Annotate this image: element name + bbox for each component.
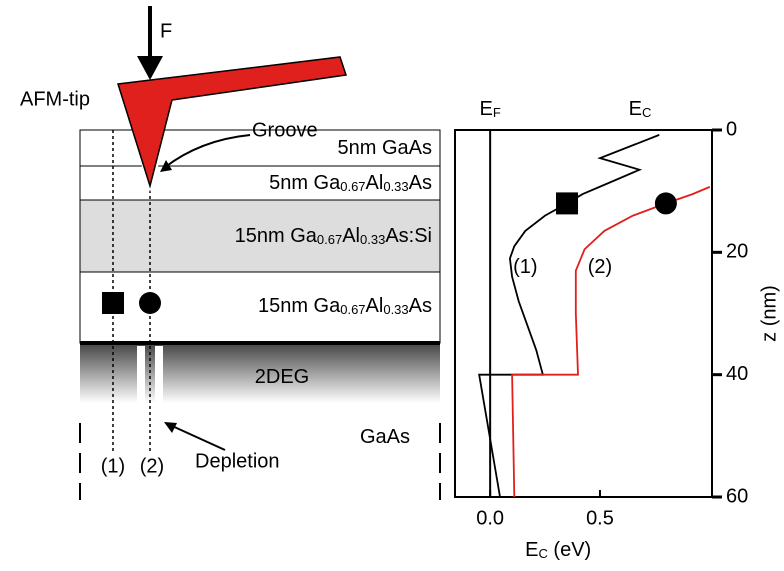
tip-label: AFM-tip [20, 88, 90, 110]
figure: F AFM-tip Groove (1) (2) Depletion 5nm G… [0, 0, 784, 571]
conduction-band-label: EC [629, 98, 652, 120]
subscript: 0.67 [317, 232, 342, 247]
series-label: (2) [588, 256, 612, 278]
schematic: F AFM-tip Groove (1) (2) Depletion 5nm G… [20, 6, 440, 500]
subscript: F [493, 105, 501, 120]
depletion-strip [137, 346, 145, 412]
subscript: C [538, 546, 547, 561]
circle-marker [139, 292, 161, 314]
text-part: Al [366, 172, 384, 194]
fermi-label: EF [479, 98, 500, 120]
band-curve [512, 187, 710, 497]
text-part: (eV) [548, 539, 591, 561]
text-part: As:Si [385, 225, 432, 247]
depletion-strip [155, 346, 163, 412]
subscript: 0.33 [383, 179, 408, 194]
depletion-arrow [170, 425, 225, 450]
layer-label: 2DEG [255, 366, 309, 388]
subscript: 0.67 [340, 302, 365, 317]
groove-label: Groove [252, 119, 318, 141]
y-tick-label: 0 [726, 118, 737, 140]
text-part: Al [366, 295, 384, 317]
text-part: As [409, 172, 432, 194]
text-part: 15nm Ga [235, 225, 318, 247]
text-part: 5nm GaAs [338, 137, 432, 159]
text-part: E [629, 98, 642, 120]
text-part: 2DEG [255, 366, 309, 388]
layer-label: GaAs [360, 426, 410, 448]
text-part: GaAs [360, 426, 410, 448]
y-tick-label: 60 [726, 485, 748, 507]
text-part: 15nm Ga [258, 295, 341, 317]
series-label: (1) [513, 256, 537, 278]
layer-label: 5nm GaAs [338, 137, 432, 159]
path-label: (2) [140, 455, 164, 477]
subscript: 0.33 [383, 302, 408, 317]
band-curve [479, 135, 659, 497]
y-axis-label: z (nm) [758, 285, 780, 342]
text-part: Al [342, 225, 360, 247]
y-tick-label: 20 [726, 241, 748, 263]
text-part: As [409, 295, 432, 317]
y-tick-label: 40 [726, 363, 748, 385]
square-marker [556, 192, 578, 214]
text-part: 5nm Ga [269, 172, 341, 194]
subscript: 0.33 [360, 232, 385, 247]
plot-frame [455, 130, 712, 497]
x-axis-label: EC (eV) [525, 539, 591, 561]
force-label: F [160, 20, 172, 42]
text-part: E [479, 98, 492, 120]
subscript: C [642, 105, 651, 120]
circle-marker [655, 192, 677, 214]
depletion-label: Depletion [195, 450, 280, 472]
x-tick-label: 0.5 [586, 507, 614, 529]
square-marker [102, 292, 124, 314]
force-arrowhead [137, 56, 163, 80]
x-tick-label: 0.0 [476, 507, 504, 529]
text-part: E [525, 539, 538, 561]
path-label: (1) [101, 455, 125, 477]
subscript: 0.67 [340, 179, 365, 194]
